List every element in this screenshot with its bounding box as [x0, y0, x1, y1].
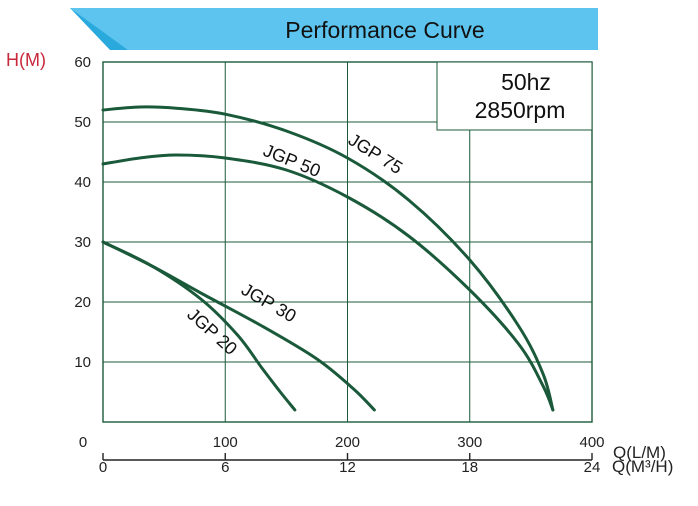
title-banner	[70, 8, 598, 50]
y-tick-label: 40	[74, 174, 91, 191]
x2-tick-label: 24	[584, 459, 601, 476]
curve-jgp-30	[101, 240, 376, 412]
x2-tick-label: 12	[339, 459, 356, 476]
y-tick-label: 10	[74, 354, 91, 371]
x-tick-label: 100	[213, 434, 238, 451]
y-tick-label: 60	[74, 54, 91, 71]
x2-tick-label: 6	[221, 459, 229, 476]
curve-jgp-50	[101, 153, 555, 412]
x2-axis-label: Q(M³/H)	[612, 457, 673, 476]
speed-box	[436, 61, 593, 131]
x2-tick-label: 0	[99, 459, 107, 476]
y-tick-label: 50	[74, 114, 91, 131]
x-axis-label: Q(L/M)	[613, 443, 666, 462]
tick-labels: 10 20 30 40 50 60 0 100 200 300 400 0 6 12 18 24	[74, 54, 604, 476]
x2-tick-label: 18	[461, 459, 478, 476]
x-tick-label: 0	[79, 434, 87, 451]
y-tick-label: 30	[74, 234, 91, 251]
curves	[101, 105, 555, 412]
speed-rpm: 2850rpm	[475, 97, 566, 123]
y-axis-label: H(M)	[6, 50, 46, 70]
curve-jgp-75	[101, 105, 555, 412]
x-tick-label: 300	[457, 434, 482, 451]
speed-freq: 50hz	[501, 69, 551, 95]
curve-label-jgp-50: JGP 50	[261, 140, 324, 181]
curve-label-jgp-75: JGP 75	[345, 129, 406, 178]
x-tick-label: 200	[335, 434, 360, 451]
y-tick-label: 20	[74, 294, 91, 311]
x-tick-label: 400	[579, 434, 604, 451]
chart-title: Performance Curve	[285, 17, 484, 43]
